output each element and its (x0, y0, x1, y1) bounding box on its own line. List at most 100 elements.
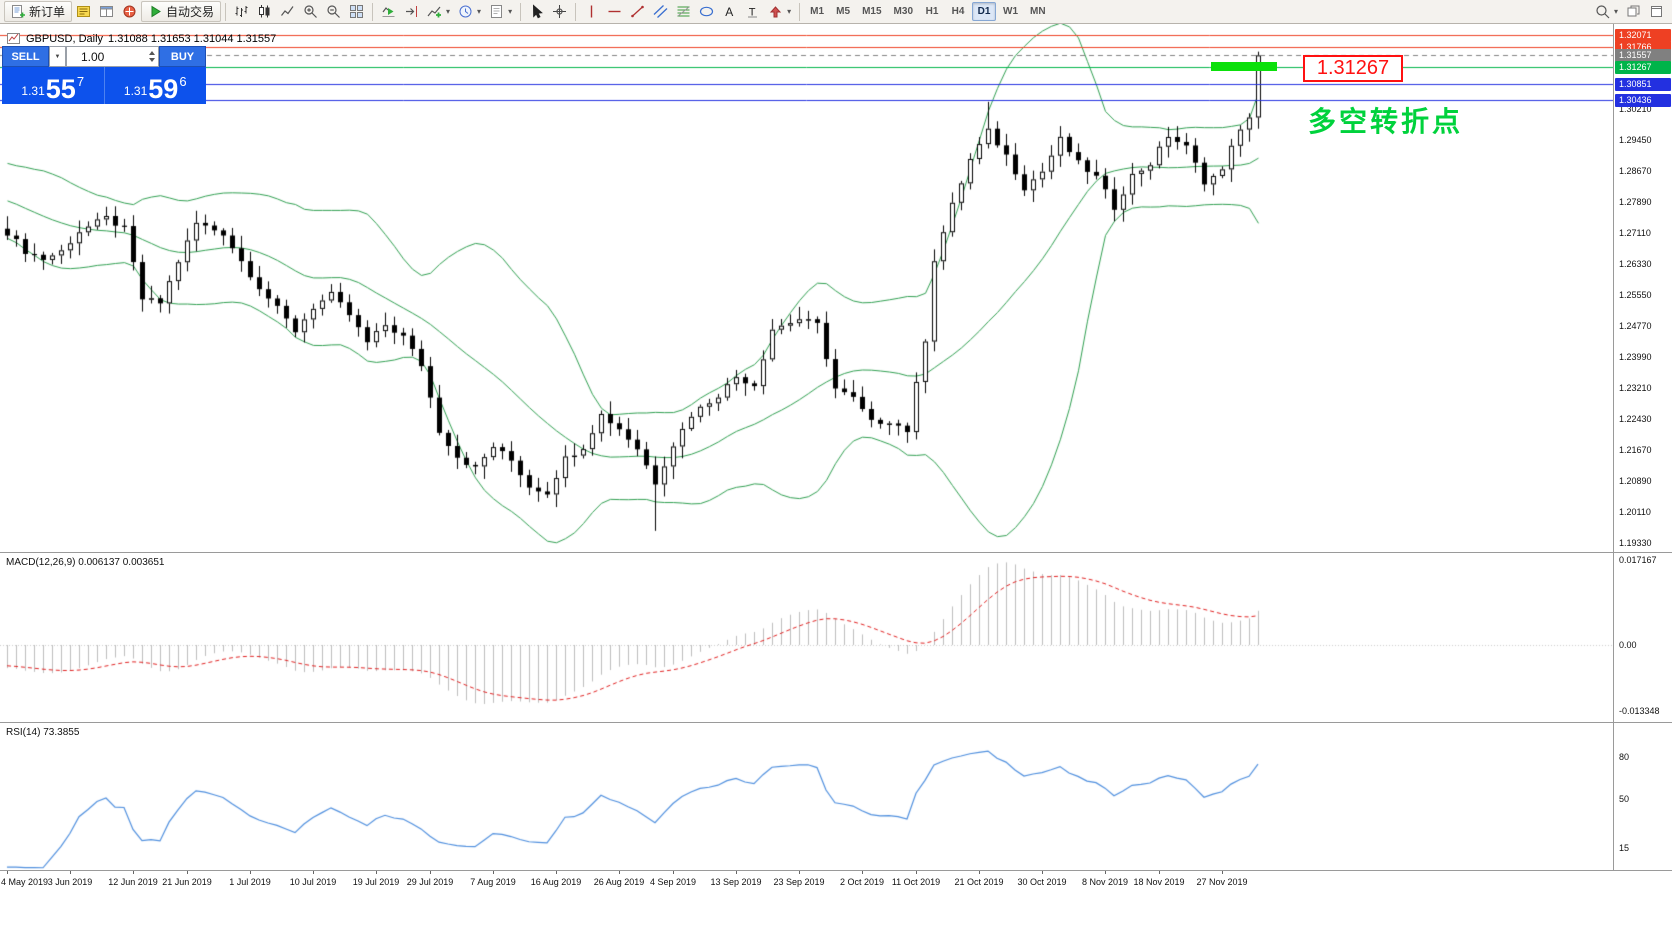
window-maximize-button[interactable] (1645, 1, 1668, 22)
channel-button[interactable] (649, 1, 672, 22)
time-axis-tick (979, 871, 980, 874)
time-axis-tick (916, 871, 917, 874)
volume-input[interactable] (67, 47, 158, 66)
vertical-line-button[interactable] (580, 1, 603, 22)
buy-button[interactable]: BUY (159, 46, 206, 67)
price-axis-tick: 1.24770 (1619, 321, 1652, 332)
dropdown-caret-icon: ▾ (446, 7, 451, 16)
hline-icon (607, 4, 622, 19)
dropdown-caret-icon: ▾ (508, 7, 513, 16)
price-axis[interactable]: 1.30210 1.29450 1.28670 1.27890 1.27110 1.263… (1613, 24, 1672, 870)
cursor-button[interactable] (525, 1, 548, 22)
time-axis-tick (619, 871, 620, 874)
volume-dropdown-button[interactable]: ▼ (49, 46, 66, 67)
buy-price-prefix: 1.31 (123, 84, 148, 98)
highlight-bar[interactable] (1211, 62, 1277, 71)
new-order-button[interactable]: 新订单 (4, 1, 73, 22)
templates-icon (489, 4, 504, 19)
line-chart-button[interactable] (276, 1, 299, 22)
price-level-tag: 1.30436 (1615, 94, 1671, 108)
label-button[interactable]: T (741, 1, 764, 22)
search-icon (1595, 4, 1610, 19)
periods-button[interactable]: ▾ (454, 1, 485, 22)
sell-price-display[interactable]: 1.31 55 7 (2, 67, 105, 104)
chart-window-icon (6, 31, 21, 46)
time-axis-label: 4 May 2019 (1, 877, 49, 887)
timeframe-m1-button[interactable]: M1 (810, 6, 825, 17)
arrows-button[interactable]: ▾ (764, 1, 795, 22)
timeframe-m15-button[interactable]: M15 (862, 6, 882, 17)
time-axis-tick (133, 871, 134, 874)
auto-scroll-button[interactable] (377, 1, 400, 22)
time-axis-label: 29 Jul 2019 (406, 877, 454, 887)
crosshair-button[interactable] (548, 1, 571, 22)
dropdown-caret-icon: ▼ (54, 53, 61, 60)
panel-separator[interactable] (0, 722, 1672, 723)
time-axis-label: 7 Aug 2019 (470, 877, 516, 887)
timeframe-d1-button[interactable]: D1 (972, 2, 996, 21)
buy-price-sup: 6 (179, 74, 187, 89)
time-axis-tick (1222, 871, 1223, 874)
timeframe-h1-button[interactable]: H1 (925, 6, 939, 17)
time-axis-tick (862, 871, 863, 874)
time-axis-tick (1042, 871, 1043, 874)
timeframe-w1-button[interactable]: W1 (1003, 6, 1018, 17)
price-level-tag: 1.30851 (1615, 77, 1671, 91)
market-watch-button[interactable] (72, 1, 95, 22)
rsi-indicator-chart[interactable] (0, 723, 1613, 870)
window-restore-button[interactable] (1622, 1, 1645, 22)
autotrade-button[interactable]: 自动交易 (141, 1, 222, 22)
shapes-button[interactable] (695, 1, 718, 22)
text-button[interactable]: A (718, 1, 741, 22)
vline-icon (584, 4, 599, 19)
timeframe-mn-button[interactable]: MN (1030, 6, 1046, 17)
candlestick-chart-button[interactable] (253, 1, 276, 22)
auto-scroll-icon (381, 4, 396, 19)
time-axis-label: 26 Aug 2019 (593, 877, 645, 887)
timeframe-m5-button[interactable]: M5 (836, 6, 851, 17)
timeframe-m30-button[interactable]: M30 (893, 6, 913, 17)
time-axis-tick (313, 871, 314, 874)
zoom-in-button[interactable] (299, 1, 322, 22)
zoom-out-button[interactable] (322, 1, 345, 22)
time-axis-label: 11 Oct 2019 (891, 877, 941, 887)
price-axis-tick: 1.28670 (1619, 165, 1652, 176)
horizontal-line-button[interactable] (603, 1, 626, 22)
price-annotation-box[interactable]: 1.31267 (1303, 55, 1403, 82)
timeframe-h4-button[interactable]: H4 (951, 6, 965, 17)
macd-axis-tick: -0.013348 (1619, 706, 1660, 717)
macd-label: MACD(12,26,9) 0.006137 0.003651 (6, 557, 165, 568)
time-axis-label: 12 Jun 2019 (108, 877, 158, 887)
chart-shift-button[interactable] (400, 1, 423, 22)
time-axis-label: 30 Oct 2019 (1017, 877, 1067, 887)
tile-windows-button[interactable] (345, 1, 368, 22)
time-axis[interactable]: 4 May 2019 3 Jun 2019 12 Jun 2019 21 Jun 20… (0, 870, 1672, 896)
bar-chart-button[interactable] (230, 1, 253, 22)
trendline-button[interactable] (626, 1, 649, 22)
sell-button[interactable]: SELL (2, 46, 49, 67)
text-icon: A (722, 4, 737, 19)
time-axis-tick (250, 871, 251, 874)
spinner-up-icon[interactable] (149, 51, 155, 55)
panel-separator[interactable] (0, 552, 1672, 553)
rsi-label: RSI(14) 73.3855 (6, 727, 80, 738)
fibonacci-button[interactable] (672, 1, 695, 22)
navigator-button[interactable] (118, 1, 141, 22)
time-axis-tick (70, 871, 71, 874)
toolbar-separator (372, 2, 374, 21)
search-button[interactable]: ▾ (1591, 1, 1622, 22)
volume-spinner[interactable] (149, 51, 155, 62)
templates-button[interactable]: ▾ (485, 1, 516, 22)
buy-price-display[interactable]: 1.31 59 6 (104, 67, 206, 104)
macd-indicator-chart[interactable] (0, 553, 1613, 722)
spinner-down-icon[interactable] (149, 58, 155, 62)
turning-point-label[interactable]: 多空转折点 (1308, 106, 1464, 137)
data-window-button[interactable] (95, 1, 118, 22)
time-axis-tick (187, 871, 188, 874)
buy-price-big: 59 (148, 74, 179, 104)
time-axis-tick (430, 871, 431, 874)
main-price-chart[interactable] (0, 24, 1613, 552)
indicators-button[interactable]: ▾ (423, 1, 454, 22)
arrows-icon (768, 4, 783, 19)
chart-title: GBPUSD, Daily 1.31088 1.31653 1.31044 1.… (6, 31, 276, 46)
